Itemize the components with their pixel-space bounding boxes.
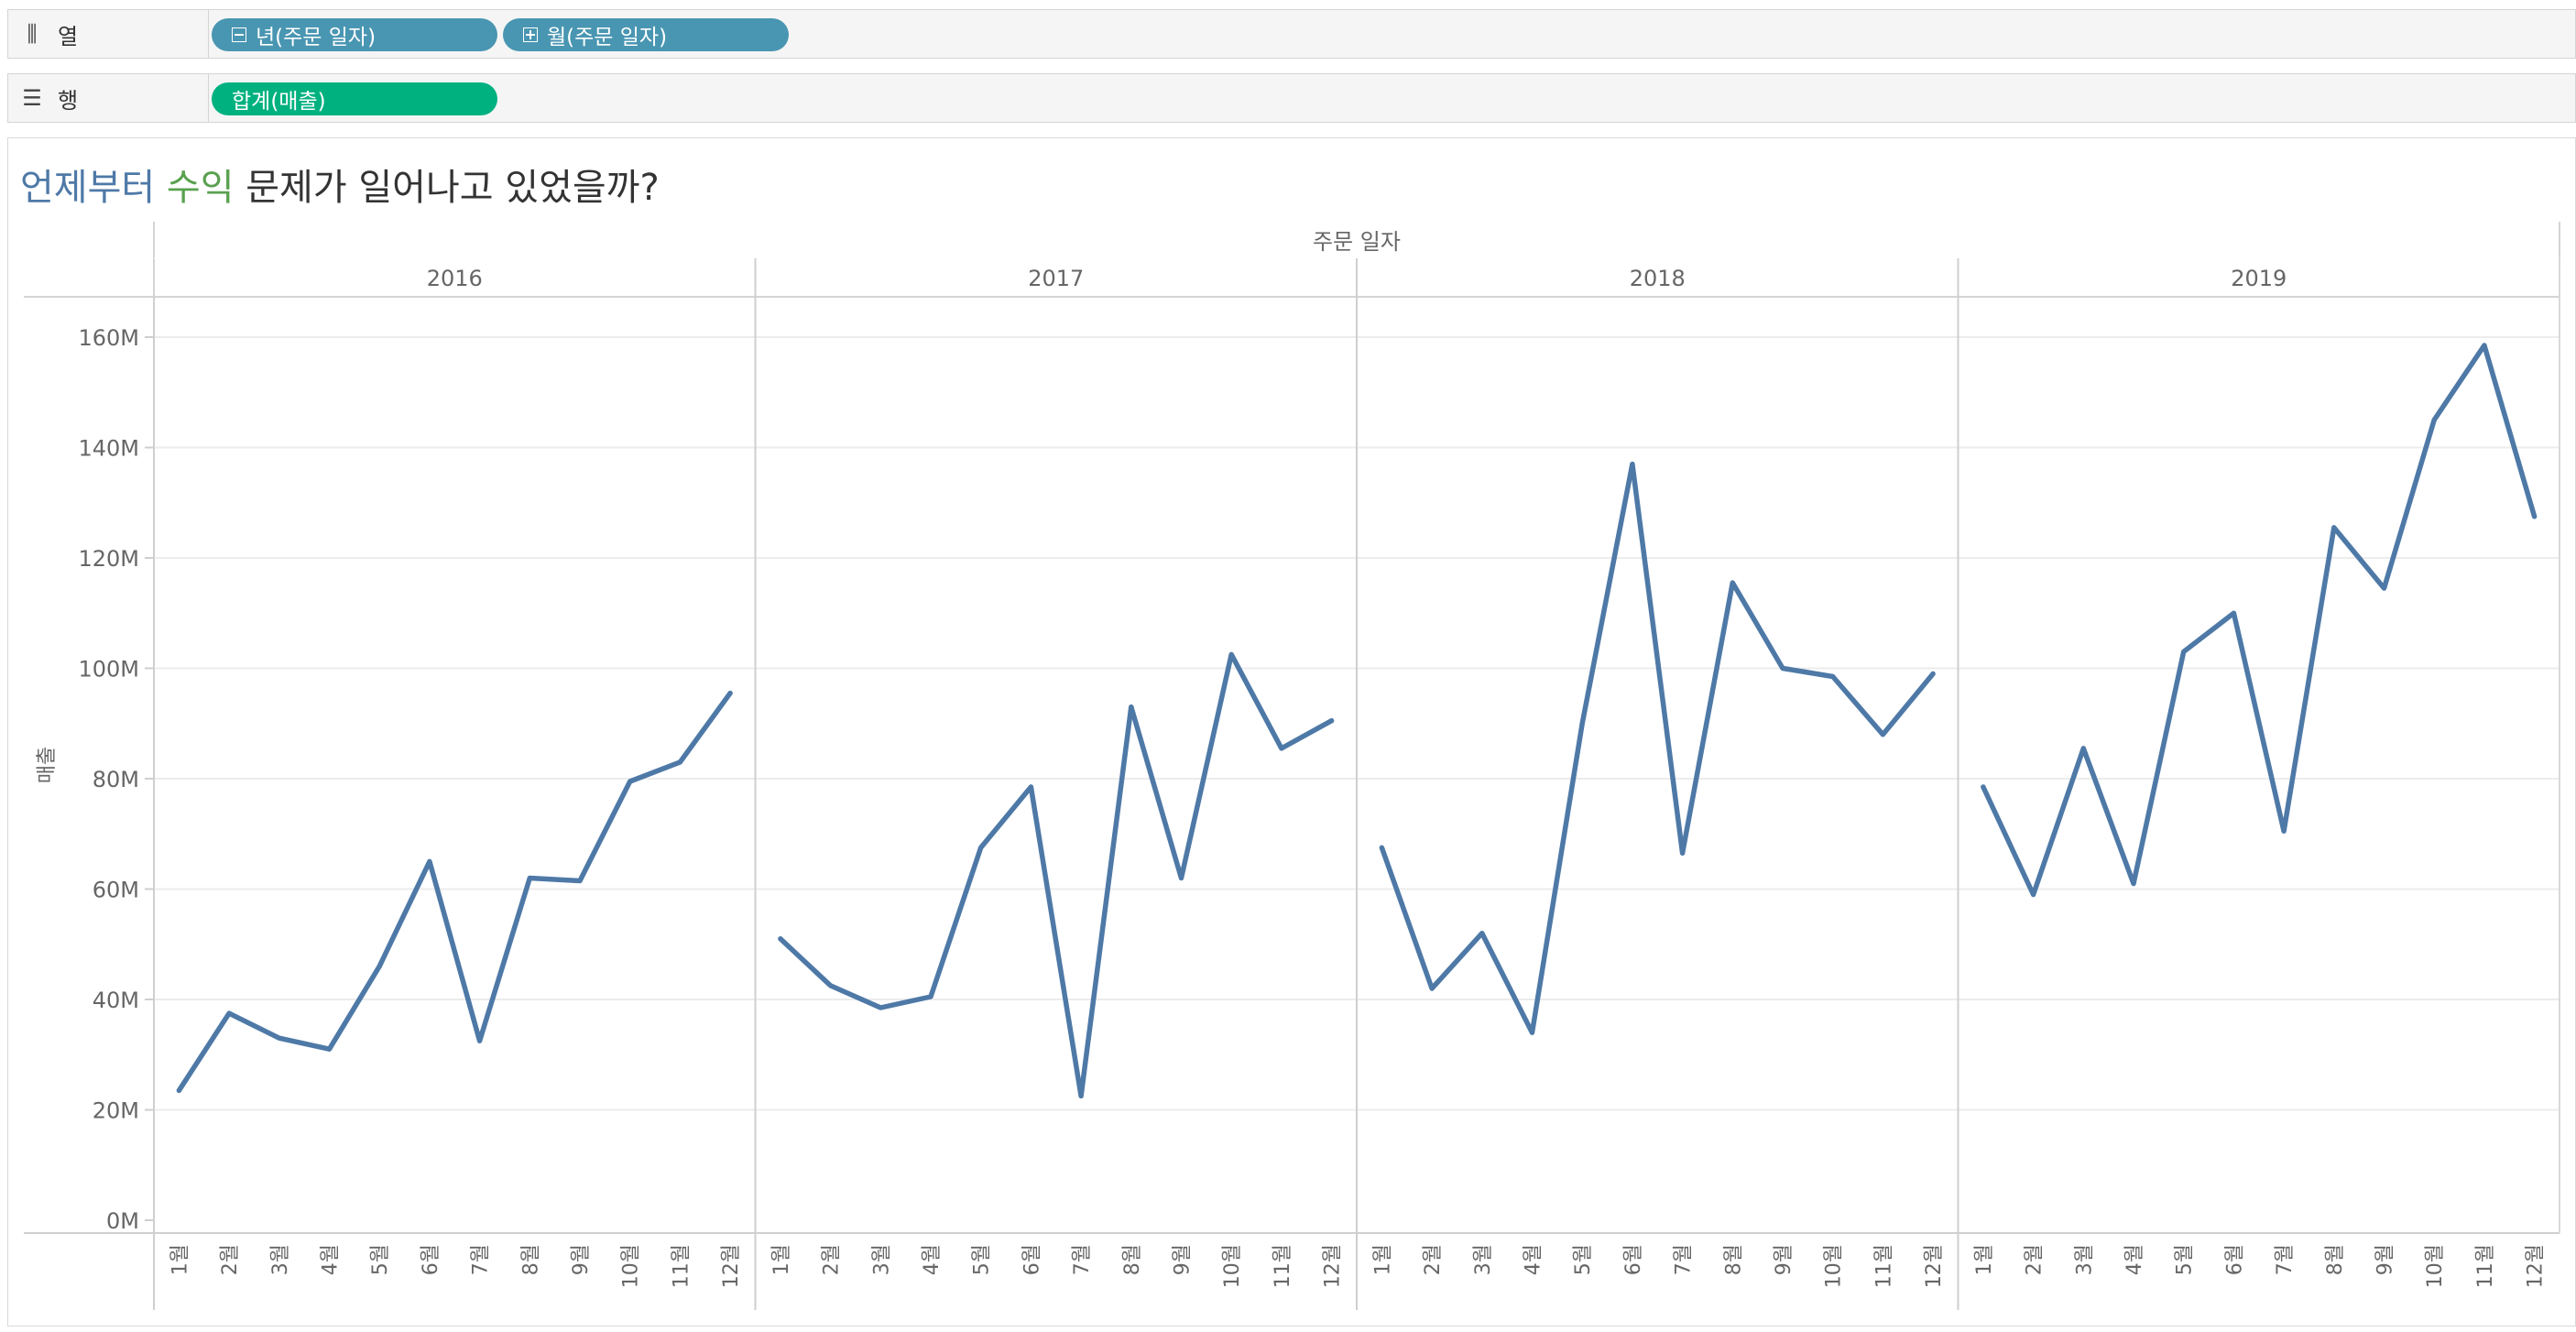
x-tick-label: 7월	[1071, 1244, 1094, 1275]
x-tick-label: 11월	[1272, 1244, 1294, 1288]
rows-shelf: ☰ 행 합계(매출)	[7, 73, 2576, 123]
x-tick-label: 1월	[770, 1244, 793, 1275]
x-tick-label: 12월	[1923, 1244, 1946, 1288]
x-tick-label: 4월	[1522, 1244, 1545, 1275]
year-header-2018: 2018	[1630, 266, 1686, 291]
expand-icon[interactable]	[523, 27, 538, 42]
viz-area	[7, 137, 2576, 1327]
x-tick-label: 3월	[1472, 1244, 1495, 1275]
x-tick-label: 12월	[720, 1244, 743, 1288]
column-header-label: 주문 일자	[1313, 229, 1401, 255]
x-tick-label: 5월	[1572, 1244, 1595, 1275]
x-tick-label: 3월	[2073, 1244, 2096, 1275]
title-part-problem: 문제가 일어나고 있었을까?	[246, 167, 660, 209]
x-tick-label: 8월	[1722, 1244, 1745, 1275]
year-pill-label: 년(주문 일자)	[256, 26, 377, 49]
x-tick-label: 11월	[2474, 1244, 2497, 1288]
x-tick-label: 4월	[319, 1244, 342, 1275]
x-tick-label: 10월	[1823, 1244, 1846, 1288]
y-tick-label: 120M	[78, 546, 139, 572]
columns-shelf-label: ⫼ 열	[8, 10, 209, 58]
series-line-2016	[176, 690, 733, 1094]
title-part-when: 언제부터	[20, 167, 156, 209]
x-tick-label: 10월	[2424, 1244, 2447, 1288]
x-tick-label: 11월	[670, 1244, 693, 1288]
y-tick-label: 40M	[93, 988, 139, 1013]
columns-shelf-title: 열	[58, 23, 79, 49]
rows-shelf-label: ☰ 행	[8, 74, 209, 122]
x-tick-label: 8월	[2324, 1244, 2347, 1275]
year-header-2016: 2016	[427, 266, 483, 291]
x-tick-label: 4월	[921, 1244, 944, 1275]
x-tick-label: 2월	[1422, 1244, 1445, 1275]
x-tick-label: 2월	[2024, 1244, 2047, 1275]
y-tick-label: 20M	[93, 1098, 139, 1124]
y-tick-label: 100M	[78, 657, 139, 682]
x-tick-label: 3월	[870, 1244, 893, 1275]
sum-sales-pill-label: 합계(매출)	[232, 90, 326, 114]
x-tick-label: 3월	[269, 1244, 292, 1275]
x-tick-label: 5월	[369, 1244, 392, 1275]
x-tick-label: 4월	[2123, 1244, 2146, 1275]
y-tick-label: 80M	[93, 767, 139, 792]
x-tick-label: 7월	[470, 1244, 493, 1275]
rows-shelf-title: 행	[58, 87, 79, 114]
series-line-2018	[1379, 461, 1936, 1035]
x-tick-label: 12월	[1322, 1244, 1345, 1288]
x-tick-label: 11월	[1872, 1244, 1895, 1288]
x-tick-label: 6월	[2223, 1244, 2246, 1275]
x-tick-label: 7월	[1673, 1244, 1696, 1275]
y-tick-label: 140M	[78, 436, 139, 462]
x-tick-label: 10월	[620, 1244, 643, 1288]
x-tick-label: 9월	[570, 1244, 593, 1275]
x-tick-label: 12월	[2525, 1244, 2548, 1288]
x-tick-label: 6월	[420, 1244, 442, 1275]
series-line-2017	[778, 651, 1335, 1099]
x-tick-label: 6월	[1021, 1244, 1043, 1275]
x-tick-label: 8월	[1121, 1244, 1144, 1275]
chart-title: 언제부터 수익 문제가 일어나고 있었을까?	[20, 158, 660, 211]
x-tick-label: 2월	[219, 1244, 242, 1275]
y-axis-title: 매출	[36, 747, 59, 783]
month-order-date-pill[interactable]: 월(주문 일자)	[503, 18, 789, 51]
y-tick-label: 0M	[106, 1208, 139, 1234]
year-header-2019: 2019	[2231, 266, 2287, 291]
month-pill-label: 월(주문 일자)	[547, 26, 668, 49]
x-tick-label: 6월	[1622, 1244, 1645, 1275]
x-tick-label: 9월	[2374, 1244, 2397, 1275]
x-tick-label: 10월	[1221, 1244, 1244, 1288]
rows-icon: ☰	[22, 85, 42, 111]
year-header-2017: 2017	[1028, 266, 1084, 291]
columns-shelf: ⫼ 열 년(주문 일자) 월(주문 일자)	[7, 9, 2576, 59]
sum-sales-pill[interactable]: 합계(매출)	[212, 82, 497, 115]
title-part-profit: 수익	[166, 167, 235, 209]
year-order-date-pill[interactable]: 년(주문 일자)	[212, 18, 497, 51]
x-tick-label: 8월	[519, 1244, 542, 1275]
series-line-2019	[1981, 343, 2538, 898]
y-tick-label: 160M	[78, 325, 139, 351]
collapse-icon[interactable]	[232, 27, 246, 42]
x-tick-label: 7월	[2274, 1244, 2297, 1275]
x-tick-label: 1월	[169, 1244, 191, 1275]
x-tick-label: 1월	[1371, 1244, 1394, 1275]
x-tick-label: 9월	[1172, 1244, 1195, 1275]
y-tick-label: 60M	[93, 878, 139, 903]
columns-icon: ⫼	[27, 21, 38, 47]
x-tick-label: 5월	[2174, 1244, 2197, 1275]
x-tick-label: 9월	[1773, 1244, 1796, 1275]
x-tick-label: 2월	[821, 1244, 844, 1275]
x-tick-label: 1월	[1973, 1244, 1996, 1275]
x-tick-label: 5월	[971, 1244, 994, 1275]
